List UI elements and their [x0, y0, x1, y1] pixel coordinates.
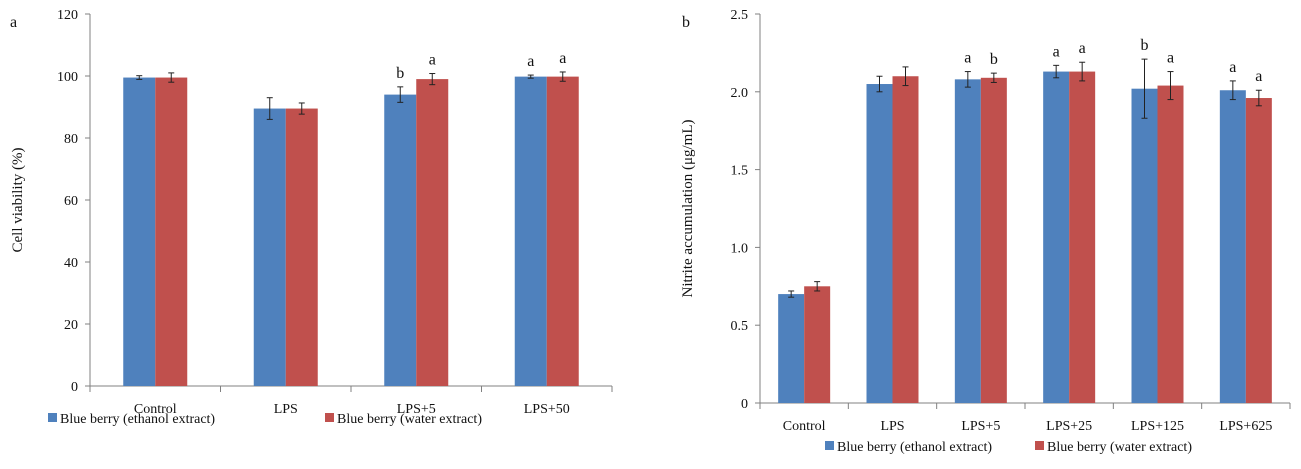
chart-panel-a: a 0 20 40 60 80 100 120 Cell viability (%) Contro…: [10, 8, 613, 427]
x-tick-label: Control: [783, 419, 826, 434]
legend-swatch: [1035, 441, 1044, 450]
significance-label: a: [1167, 50, 1174, 67]
panel-label: b: [682, 14, 690, 31]
bar-a-s1-3: [514, 76, 547, 387]
significance-label: a: [1079, 40, 1086, 57]
legend-label: Blue berry (water extract): [1047, 440, 1192, 455]
y-tick-label: 40: [64, 256, 78, 271]
y-tick-label: 60: [64, 194, 78, 209]
x-tick-label: LPS+5: [397, 402, 436, 417]
y-tick-label: 20: [64, 318, 78, 333]
bar-b-s2-3: [1069, 71, 1096, 404]
x-tick-label: LPS+50: [524, 402, 570, 417]
bar-a-s2-1: [285, 108, 318, 387]
x-tick-label: LPS+625: [1219, 419, 1272, 434]
y-tick-label: 1.5: [731, 164, 749, 179]
x-tick-label: LPS+125: [1131, 419, 1184, 434]
bar-b-s2-4: [1157, 85, 1184, 404]
y-axis-title: Cell viability (%): [10, 148, 26, 253]
bar-b-s2-2: [980, 77, 1007, 404]
y-tick-label: 0: [71, 380, 78, 395]
legend-label: Blue berry (ethanol extract): [837, 440, 992, 455]
x-tick-label: Control: [134, 402, 177, 417]
bar-b-s2-0: [804, 286, 831, 403]
y-axis-title: Nitrite accumulation (μg/mL): [680, 120, 696, 298]
bar-a-s2-0: [155, 77, 188, 387]
bar-a-s1-0: [123, 77, 156, 387]
y-tick-label: 1.0: [731, 241, 749, 256]
bar-b-s1-2: [954, 79, 981, 404]
legend-swatch: [48, 413, 57, 422]
legend-swatch: [325, 413, 334, 422]
bar-b-s1-0: [778, 294, 805, 403]
bar-a-s2-2: [416, 79, 449, 386]
bar-b-s1-3: [1043, 71, 1070, 404]
y-tick-label: 0: [741, 397, 748, 412]
legend-swatch: [825, 441, 834, 450]
x-tick-label: LPS+25: [1046, 419, 1092, 434]
bar-b-s1-4: [1131, 88, 1158, 404]
y-tick-label: 80: [64, 132, 78, 147]
significance-label: a: [1255, 68, 1262, 85]
significance-label: a: [559, 50, 566, 67]
y-tick-label: 2.5: [731, 8, 749, 23]
bar-a-s1-2: [384, 94, 417, 386]
significance-label: a: [1229, 59, 1236, 76]
significance-label: b: [396, 65, 404, 82]
bar-b-s1-1: [866, 84, 893, 404]
bar-a-s2-3: [546, 76, 579, 387]
significance-label: a: [1053, 43, 1060, 60]
bar-b-s2-5: [1245, 98, 1272, 404]
legend-label: Blue berry (water extract): [337, 412, 482, 427]
x-tick-label: LPS: [880, 419, 904, 434]
bar-a-s1-1: [253, 108, 286, 387]
significance-label: b: [1141, 37, 1149, 54]
y-tick-label: 100: [57, 70, 78, 85]
significance-label: a: [527, 53, 534, 70]
x-tick-label: LPS: [274, 402, 298, 417]
bar-b-s1-5: [1219, 90, 1246, 403]
bar-b-s2-1: [892, 76, 919, 404]
significance-label: a: [964, 50, 971, 67]
panel-label: a: [10, 14, 17, 31]
significance-label: b: [990, 51, 998, 68]
y-tick-label: 0.5: [731, 319, 749, 334]
chart-panel-b: b 0 0.5 1.0 1.5 2.0 2.5 Nitrite accumulation (μ…: [680, 8, 1291, 455]
y-tick-label: 120: [57, 8, 78, 23]
significance-label: a: [429, 52, 436, 69]
y-tick-label: 2.0: [731, 86, 749, 101]
x-tick-label: LPS+5: [961, 419, 1000, 434]
legend-label: Blue berry (ethanol extract): [60, 412, 215, 427]
